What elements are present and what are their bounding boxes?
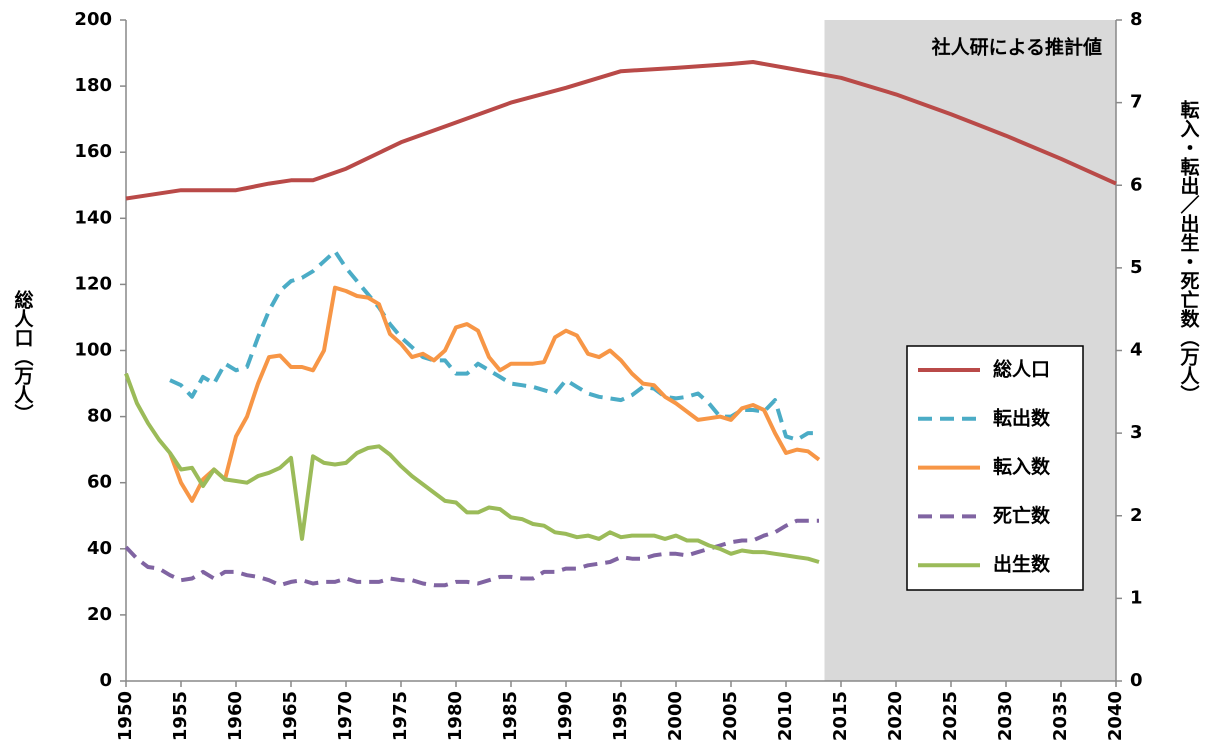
x-tick-label: 1975 — [390, 691, 411, 741]
y2-tick-label: 2 — [1130, 505, 1143, 526]
x-tick-label: 1950 — [115, 691, 136, 741]
y-tick-label: 100 — [74, 340, 112, 361]
x-tick-label: 2005 — [720, 691, 741, 741]
x-tick-label: 1955 — [170, 691, 191, 741]
x-tick-label: 2015 — [830, 691, 851, 741]
x-tick-label: 2020 — [885, 691, 906, 741]
legend-label: 転出数 — [993, 406, 1051, 429]
y-tick-label: 160 — [74, 141, 112, 162]
legend-label: 総人口 — [993, 358, 1050, 381]
y-tick-label: 120 — [74, 273, 112, 294]
y-tick-label: 60 — [87, 472, 112, 493]
x-tick-label: 1995 — [610, 691, 631, 741]
x-tick-label: 2030 — [995, 691, 1016, 741]
y-tick-label: 180 — [74, 75, 112, 96]
x-tick-label: 2000 — [665, 691, 686, 741]
legend-label: 出生数 — [993, 553, 1051, 576]
legend-label: 転入数 — [993, 455, 1051, 478]
y-tick-label: 0 — [99, 670, 112, 691]
x-tick-label: 1965 — [280, 691, 301, 741]
series-line — [125, 60, 1117, 201]
x-tick-label: 2025 — [940, 691, 961, 741]
x-tick-label: 2040 — [1105, 691, 1126, 741]
y2-tick-label: 0 — [1130, 670, 1143, 691]
y2-tick-label: 7 — [1130, 92, 1143, 113]
y-tick-label: 200 — [74, 9, 112, 30]
y-tick-label: 40 — [87, 538, 112, 559]
x-tick-label: 1990 — [555, 691, 576, 741]
y2-axis-label: 転入・転出／出生・死亡数（万人） — [1178, 100, 1201, 404]
y2-tick-label: 3 — [1130, 422, 1143, 443]
y2-tick-label: 4 — [1130, 340, 1143, 361]
x-tick-label: 1970 — [335, 691, 356, 741]
y-tick-label: 80 — [87, 406, 112, 427]
y-tick-label: 140 — [74, 207, 112, 228]
legend-label: 死亡数 — [993, 504, 1051, 527]
series-line — [124, 518, 819, 588]
y2-tick-label: 5 — [1130, 257, 1143, 278]
y-axis-label: 総人口（万人） — [12, 289, 35, 423]
y2-tick-label: 8 — [1130, 9, 1143, 30]
x-tick-label: 1980 — [445, 691, 466, 741]
x-tick-label: 1985 — [500, 691, 521, 741]
y2-tick-label: 6 — [1130, 174, 1143, 195]
series-line — [169, 249, 819, 442]
x-tick-label: 1960 — [225, 691, 246, 741]
y2-tick-label: 1 — [1130, 587, 1143, 608]
series-line — [124, 372, 820, 564]
x-tick-label: 2035 — [1050, 691, 1071, 741]
annotation: 社人研による推計値 — [931, 36, 1102, 59]
series-line — [168, 285, 821, 503]
y-tick-label: 20 — [87, 604, 112, 625]
x-tick-label: 2010 — [775, 691, 796, 741]
